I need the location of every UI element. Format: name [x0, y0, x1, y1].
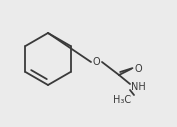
Text: H₃C: H₃C: [113, 95, 131, 105]
Text: O: O: [92, 57, 100, 67]
Text: NH: NH: [131, 82, 145, 92]
Text: O: O: [134, 64, 142, 74]
